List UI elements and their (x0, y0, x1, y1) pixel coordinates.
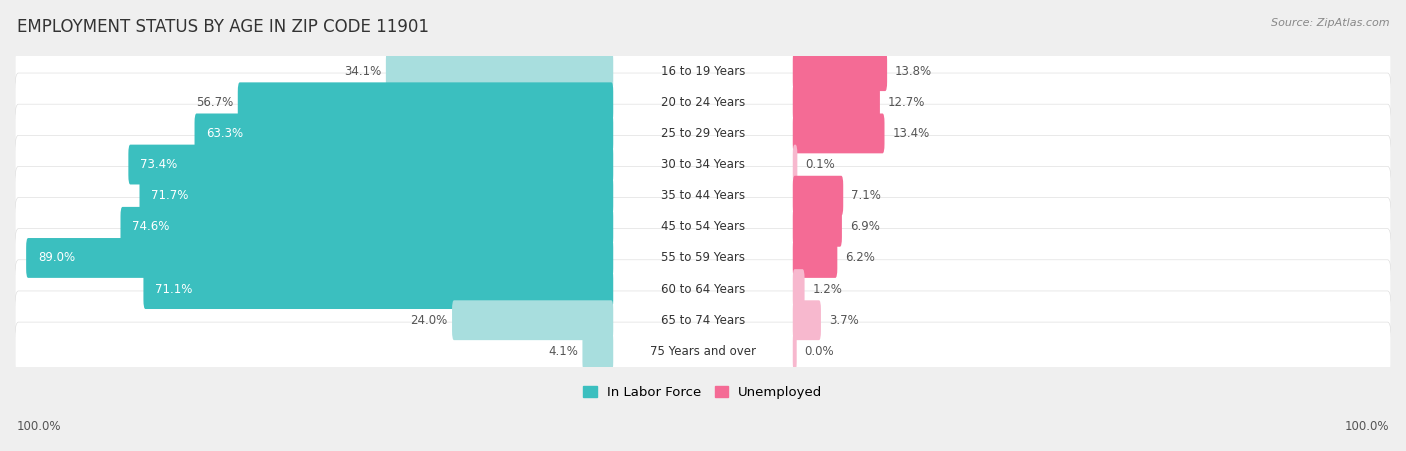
Text: EMPLOYMENT STATUS BY AGE IN ZIP CODE 11901: EMPLOYMENT STATUS BY AGE IN ZIP CODE 119… (17, 18, 429, 36)
Text: 25 to 29 Years: 25 to 29 Years (661, 127, 745, 140)
FancyBboxPatch shape (793, 51, 887, 91)
Text: 55 to 59 Years: 55 to 59 Years (661, 252, 745, 264)
FancyBboxPatch shape (582, 331, 613, 371)
Text: 3.7%: 3.7% (828, 314, 859, 327)
FancyBboxPatch shape (793, 83, 880, 122)
Text: 7.1%: 7.1% (851, 189, 882, 202)
FancyBboxPatch shape (143, 269, 613, 309)
Text: 73.4%: 73.4% (141, 158, 177, 171)
FancyBboxPatch shape (15, 198, 1391, 256)
Text: 0.0%: 0.0% (804, 345, 834, 358)
Text: 100.0%: 100.0% (1344, 420, 1389, 433)
Text: 89.0%: 89.0% (38, 252, 75, 264)
Text: 60 to 64 Years: 60 to 64 Years (661, 283, 745, 295)
Text: 1.2%: 1.2% (813, 283, 842, 295)
Text: 4.1%: 4.1% (548, 345, 578, 358)
Text: 35 to 44 Years: 35 to 44 Years (661, 189, 745, 202)
FancyBboxPatch shape (453, 300, 613, 340)
Legend: In Labor Force, Unemployed: In Labor Force, Unemployed (578, 380, 828, 404)
FancyBboxPatch shape (121, 207, 613, 247)
FancyBboxPatch shape (15, 322, 1391, 381)
FancyBboxPatch shape (15, 73, 1391, 132)
FancyBboxPatch shape (139, 176, 613, 216)
FancyBboxPatch shape (15, 42, 1391, 101)
FancyBboxPatch shape (15, 166, 1391, 225)
FancyBboxPatch shape (793, 300, 821, 340)
Text: 63.3%: 63.3% (207, 127, 243, 140)
Text: 6.9%: 6.9% (849, 221, 880, 233)
FancyBboxPatch shape (15, 229, 1391, 287)
Text: 34.1%: 34.1% (344, 64, 381, 78)
Text: 74.6%: 74.6% (132, 221, 170, 233)
FancyBboxPatch shape (793, 176, 844, 216)
Text: 16 to 19 Years: 16 to 19 Years (661, 64, 745, 78)
Text: 13.8%: 13.8% (896, 64, 932, 78)
Text: 100.0%: 100.0% (17, 420, 62, 433)
FancyBboxPatch shape (15, 291, 1391, 350)
Text: 20 to 24 Years: 20 to 24 Years (661, 96, 745, 109)
FancyBboxPatch shape (793, 207, 842, 247)
Text: 71.7%: 71.7% (152, 189, 188, 202)
Text: 30 to 34 Years: 30 to 34 Years (661, 158, 745, 171)
Text: Source: ZipAtlas.com: Source: ZipAtlas.com (1271, 18, 1389, 28)
FancyBboxPatch shape (793, 331, 797, 371)
FancyBboxPatch shape (793, 145, 797, 184)
Text: 75 Years and over: 75 Years and over (650, 345, 756, 358)
Text: 13.4%: 13.4% (893, 127, 929, 140)
Text: 0.1%: 0.1% (806, 158, 835, 171)
FancyBboxPatch shape (15, 135, 1391, 194)
FancyBboxPatch shape (385, 51, 613, 91)
FancyBboxPatch shape (194, 114, 613, 153)
Text: 24.0%: 24.0% (411, 314, 447, 327)
Text: 65 to 74 Years: 65 to 74 Years (661, 314, 745, 327)
Text: 56.7%: 56.7% (195, 96, 233, 109)
FancyBboxPatch shape (128, 145, 613, 184)
FancyBboxPatch shape (793, 269, 804, 309)
Text: 71.1%: 71.1% (155, 283, 193, 295)
Text: 6.2%: 6.2% (845, 252, 875, 264)
FancyBboxPatch shape (793, 238, 838, 278)
Text: 45 to 54 Years: 45 to 54 Years (661, 221, 745, 233)
FancyBboxPatch shape (238, 83, 613, 122)
FancyBboxPatch shape (15, 260, 1391, 318)
Text: 12.7%: 12.7% (887, 96, 925, 109)
FancyBboxPatch shape (793, 114, 884, 153)
FancyBboxPatch shape (15, 104, 1391, 163)
FancyBboxPatch shape (27, 238, 613, 278)
